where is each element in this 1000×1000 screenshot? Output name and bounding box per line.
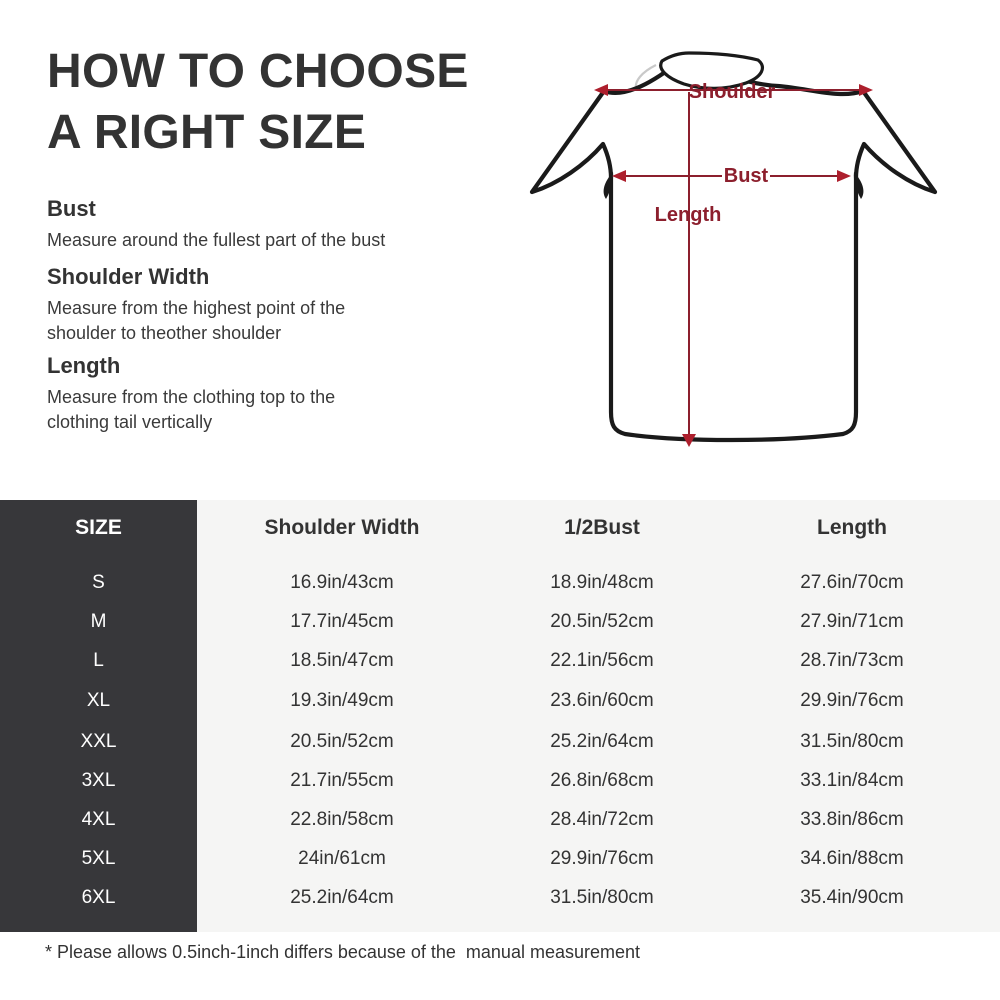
svg-text:Shoulder: Shoulder [689, 81, 776, 103]
svg-text:Length: Length [655, 204, 722, 226]
svg-text:Bust: Bust [724, 165, 769, 187]
